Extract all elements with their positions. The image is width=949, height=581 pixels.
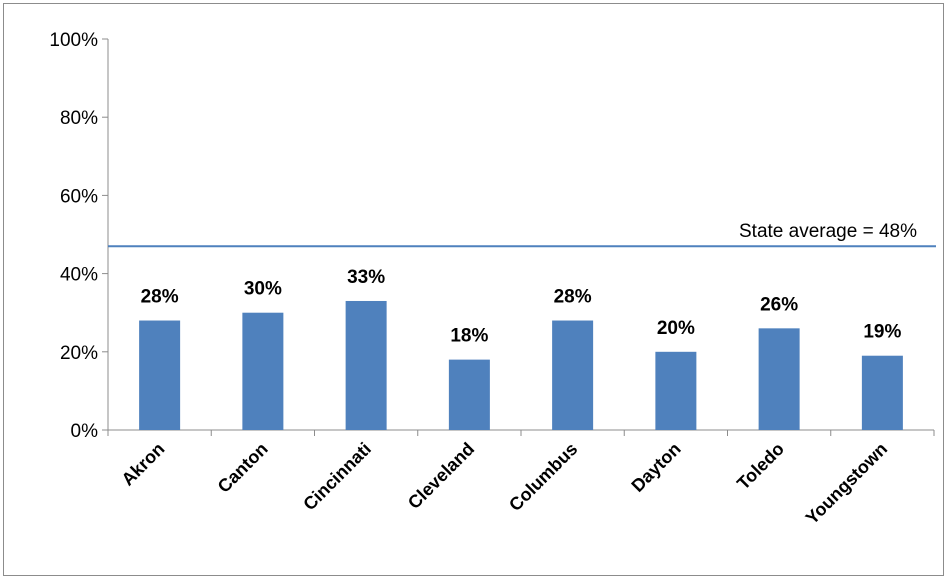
y-tick-label: 0%: [71, 421, 99, 442]
bars: [139, 300, 903, 430]
category-label-cleveland: Cleveland: [404, 439, 478, 513]
category-label-youngstown: Youngstown: [802, 439, 892, 529]
data-label-cincinnati: 33%: [347, 267, 385, 288]
bar-cleveland: [448, 359, 490, 430]
y-tick-label: 80%: [60, 108, 98, 129]
y-tick-label: 20%: [60, 343, 98, 364]
y-tick-label: 60%: [60, 186, 98, 207]
bar-akron: [139, 320, 181, 430]
bar-youngstown: [861, 355, 903, 430]
data-label-akron: 28%: [141, 287, 179, 308]
data-label-youngstown: 19%: [863, 322, 901, 343]
bar-canton: [242, 312, 284, 430]
category-label-canton: Canton: [214, 439, 272, 497]
category-label-dayton: Dayton: [627, 439, 684, 496]
y-tick-label: 40%: [60, 265, 98, 286]
reference-line-group: State average = 48%: [108, 221, 936, 248]
category-label-akron: Akron: [118, 439, 169, 490]
data-label-canton: 30%: [244, 279, 282, 300]
bar-columbus: [552, 320, 594, 430]
data-label-cleveland: 18%: [450, 326, 488, 347]
chart-frame: 0% 20% 40% 60% 80% 100% 28% Akron 30% Canton 33% C…: [3, 3, 944, 576]
state-average-label: State average = 48%: [739, 221, 917, 242]
bar-dayton: [655, 351, 697, 430]
category-label-toledo: Toledo: [733, 439, 788, 494]
y-tick-label: 100%: [49, 30, 98, 51]
data-label-columbus: 28%: [554, 287, 592, 308]
category-label-columbus: Columbus: [505, 439, 581, 515]
data-label-dayton: 20%: [657, 318, 695, 339]
bar-toledo: [758, 328, 800, 430]
bar-cincinnati: [345, 300, 387, 430]
bar-chart: 0% 20% 40% 60% 80% 100% 28% Akron 30% Canton 33% C…: [49, 30, 936, 529]
data-label-toledo: 26%: [760, 294, 798, 315]
category-label-cincinnati: Cincinnati: [299, 439, 375, 515]
